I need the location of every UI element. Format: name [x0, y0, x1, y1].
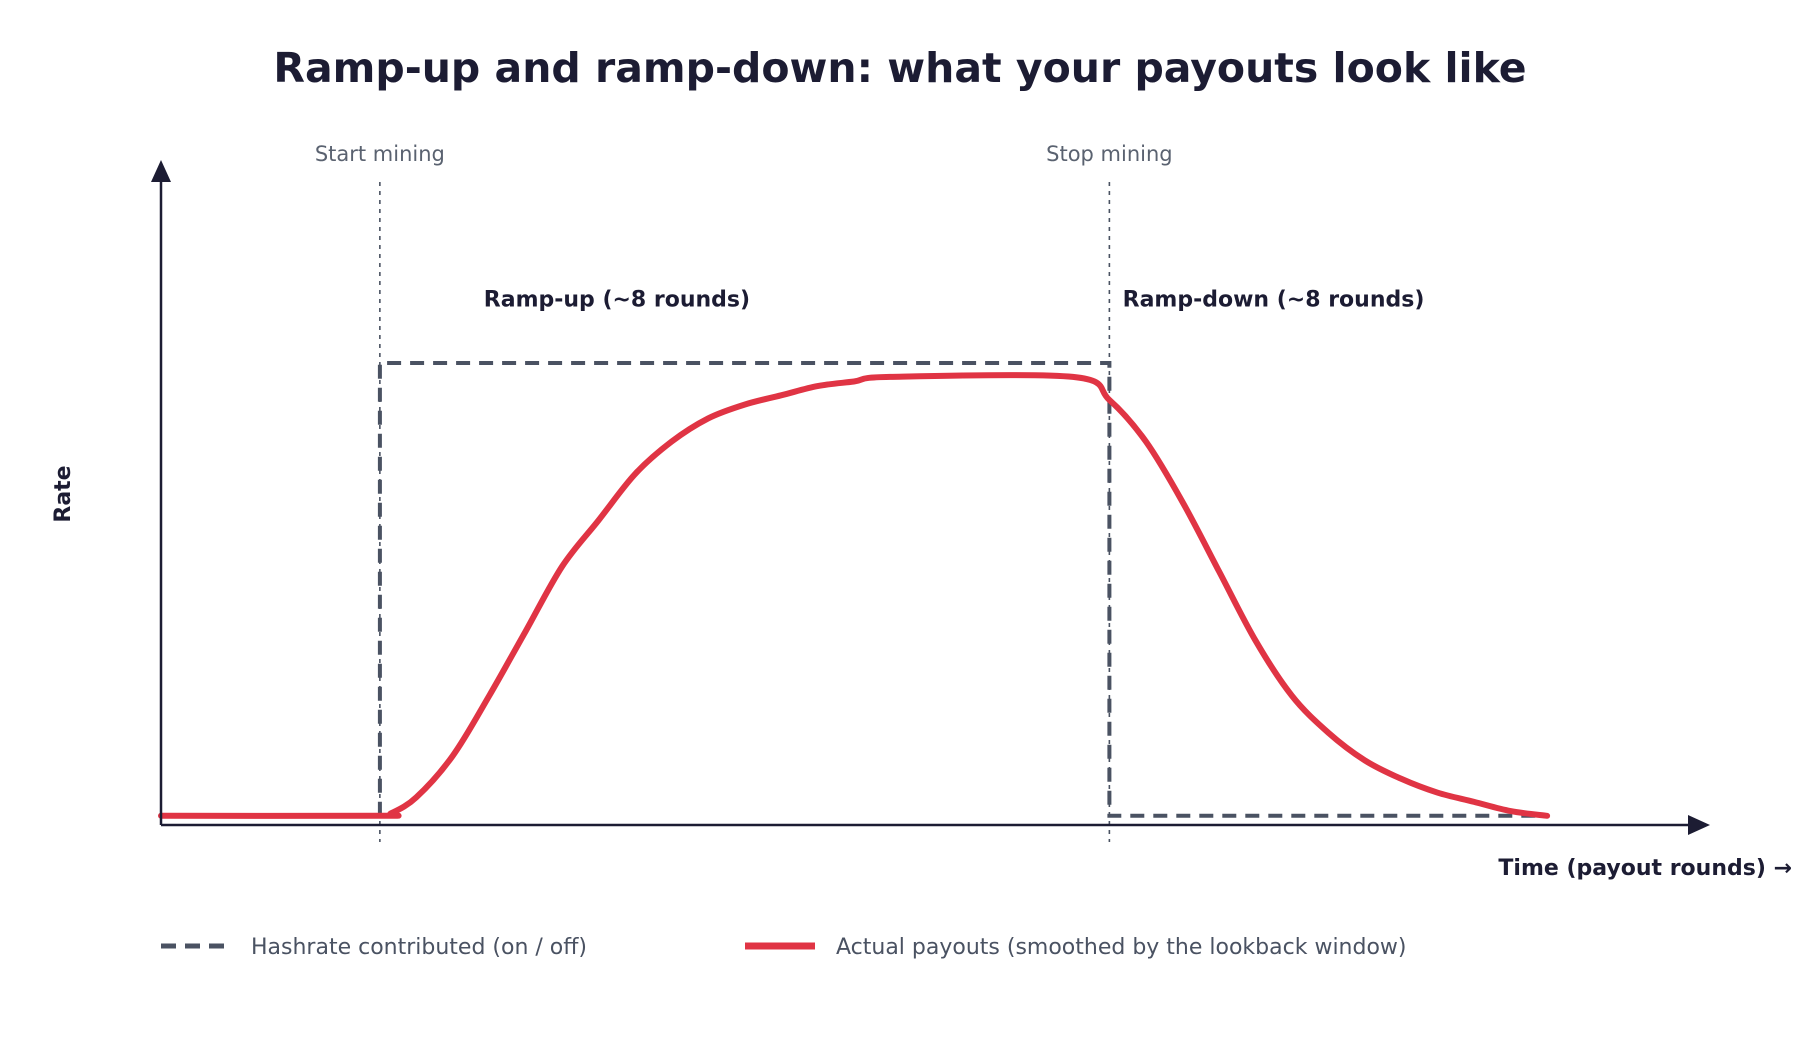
legend-label-hashrate: Hashrate contributed (on / off) [251, 935, 587, 960]
series-line-hashrate [377, 361, 1548, 818]
marker-label-stop-mining: Stop mining [1046, 142, 1173, 166]
annotations-layer: Ramp-up (~8 rounds) Ramp-down (~8 rounds) [484, 287, 1425, 312]
chart-title: Ramp-up and ramp-down: what your payouts… [273, 44, 1526, 92]
marker-label-start-mining: Start mining [315, 142, 445, 166]
x-axis-label: Time (payout rounds) → [1498, 856, 1792, 881]
annotation-ramp-down: Ramp-down (~8 rounds) [1123, 287, 1425, 312]
series-layer [158, 361, 1551, 819]
y-axis-arrow [151, 160, 171, 182]
annotation-ramp-up: Ramp-up (~8 rounds) [484, 287, 750, 312]
y-axis-label: Rate [51, 465, 76, 522]
legend-label-payouts: Actual payouts (smoothed by the lookback… [836, 935, 1407, 960]
markers-layer: Start mining Stop mining [315, 142, 1173, 842]
x-axis-arrow [1688, 815, 1710, 835]
series-line-payouts [158, 371, 1551, 819]
